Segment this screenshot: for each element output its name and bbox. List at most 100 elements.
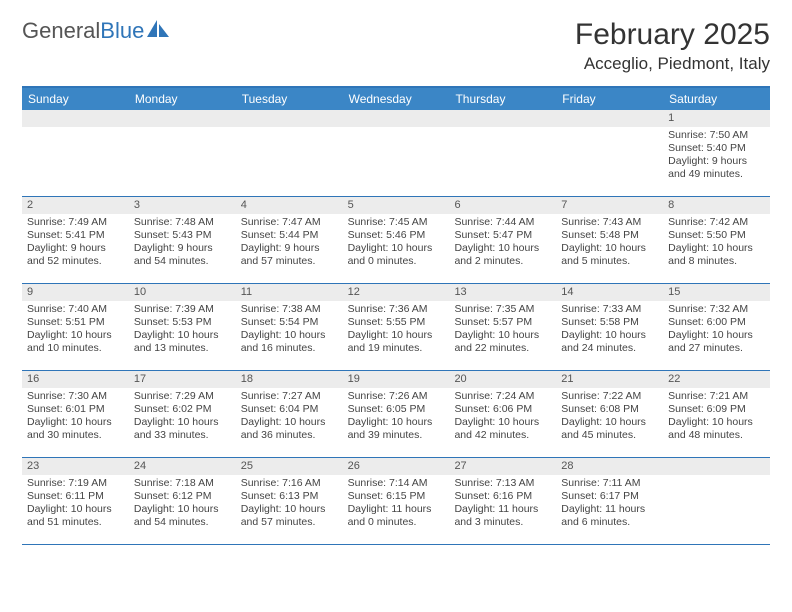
day-body: Sunrise: 7:43 AMSunset: 5:48 PMDaylight:…	[556, 214, 663, 273]
day-cell: 23Sunrise: 7:19 AMSunset: 6:11 PMDayligh…	[22, 458, 129, 544]
sunset-text: Sunset: 6:06 PM	[454, 403, 551, 416]
day-number: 16	[22, 371, 129, 388]
sunset-text: Sunset: 6:13 PM	[241, 490, 338, 503]
sunrise-text: Sunrise: 7:40 AM	[27, 303, 124, 316]
day-body: Sunrise: 7:16 AMSunset: 6:13 PMDaylight:…	[236, 475, 343, 534]
day-body: Sunrise: 7:40 AMSunset: 5:51 PMDaylight:…	[22, 301, 129, 360]
sunset-text: Sunset: 5:55 PM	[348, 316, 445, 329]
day-cell: 27Sunrise: 7:13 AMSunset: 6:16 PMDayligh…	[449, 458, 556, 544]
day-number: 24	[129, 458, 236, 475]
sunrise-text: Sunrise: 7:22 AM	[561, 390, 658, 403]
sunrise-text: Sunrise: 7:48 AM	[134, 216, 231, 229]
logo-text-blue: Blue	[100, 18, 144, 44]
day-cell: 19Sunrise: 7:26 AMSunset: 6:05 PMDayligh…	[343, 371, 450, 457]
day-cell	[663, 458, 770, 544]
day-body: Sunrise: 7:44 AMSunset: 5:47 PMDaylight:…	[449, 214, 556, 273]
daylight-text: Daylight: 9 hours and 49 minutes.	[668, 155, 765, 181]
week-row: 23Sunrise: 7:19 AMSunset: 6:11 PMDayligh…	[22, 458, 770, 545]
day-body: Sunrise: 7:35 AMSunset: 5:57 PMDaylight:…	[449, 301, 556, 360]
sunrise-text: Sunrise: 7:19 AM	[27, 477, 124, 490]
day-body: Sunrise: 7:42 AMSunset: 5:50 PMDaylight:…	[663, 214, 770, 273]
sunrise-text: Sunrise: 7:24 AM	[454, 390, 551, 403]
sunset-text: Sunset: 6:15 PM	[348, 490, 445, 503]
day-cell: 17Sunrise: 7:29 AMSunset: 6:02 PMDayligh…	[129, 371, 236, 457]
sunset-text: Sunset: 5:47 PM	[454, 229, 551, 242]
day-number: 26	[343, 458, 450, 475]
sunrise-text: Sunrise: 7:11 AM	[561, 477, 658, 490]
day-cell: 6Sunrise: 7:44 AMSunset: 5:47 PMDaylight…	[449, 197, 556, 283]
sunset-text: Sunset: 5:46 PM	[348, 229, 445, 242]
daylight-text: Daylight: 10 hours and 51 minutes.	[27, 503, 124, 529]
day-body: Sunrise: 7:38 AMSunset: 5:54 PMDaylight:…	[236, 301, 343, 360]
sunrise-text: Sunrise: 7:30 AM	[27, 390, 124, 403]
sunrise-text: Sunrise: 7:36 AM	[348, 303, 445, 316]
day-number: 22	[663, 371, 770, 388]
daylight-text: Daylight: 10 hours and 8 minutes.	[668, 242, 765, 268]
sunset-text: Sunset: 5:41 PM	[27, 229, 124, 242]
day-number: 6	[449, 197, 556, 214]
day-body: Sunrise: 7:33 AMSunset: 5:58 PMDaylight:…	[556, 301, 663, 360]
day-number: 27	[449, 458, 556, 475]
day-number: 3	[129, 197, 236, 214]
day-cell: 21Sunrise: 7:22 AMSunset: 6:08 PMDayligh…	[556, 371, 663, 457]
daylight-text: Daylight: 10 hours and 22 minutes.	[454, 329, 551, 355]
sunrise-text: Sunrise: 7:45 AM	[348, 216, 445, 229]
day-body: Sunrise: 7:27 AMSunset: 6:04 PMDaylight:…	[236, 388, 343, 447]
day-cell: 24Sunrise: 7:18 AMSunset: 6:12 PMDayligh…	[129, 458, 236, 544]
day-body: Sunrise: 7:21 AMSunset: 6:09 PMDaylight:…	[663, 388, 770, 447]
sunset-text: Sunset: 6:04 PM	[241, 403, 338, 416]
sunset-text: Sunset: 6:05 PM	[348, 403, 445, 416]
day-number: 28	[556, 458, 663, 475]
day-body: Sunrise: 7:39 AMSunset: 5:53 PMDaylight:…	[129, 301, 236, 360]
day-cell: 7Sunrise: 7:43 AMSunset: 5:48 PMDaylight…	[556, 197, 663, 283]
day-cell: 25Sunrise: 7:16 AMSunset: 6:13 PMDayligh…	[236, 458, 343, 544]
day-body: Sunrise: 7:11 AMSunset: 6:17 PMDaylight:…	[556, 475, 663, 534]
sail-icon	[147, 18, 169, 44]
daylight-text: Daylight: 10 hours and 39 minutes.	[348, 416, 445, 442]
sunset-text: Sunset: 6:08 PM	[561, 403, 658, 416]
day-number: 11	[236, 284, 343, 301]
sunset-text: Sunset: 5:48 PM	[561, 229, 658, 242]
sunrise-text: Sunrise: 7:50 AM	[668, 129, 765, 142]
day-body: Sunrise: 7:22 AMSunset: 6:08 PMDaylight:…	[556, 388, 663, 447]
daylight-text: Daylight: 10 hours and 16 minutes.	[241, 329, 338, 355]
day-number: 5	[343, 197, 450, 214]
daylight-text: Daylight: 10 hours and 2 minutes.	[454, 242, 551, 268]
sunrise-text: Sunrise: 7:49 AM	[27, 216, 124, 229]
daylight-text: Daylight: 10 hours and 13 minutes.	[134, 329, 231, 355]
sunset-text: Sunset: 6:02 PM	[134, 403, 231, 416]
sunset-text: Sunset: 5:54 PM	[241, 316, 338, 329]
day-cell: 5Sunrise: 7:45 AMSunset: 5:46 PMDaylight…	[343, 197, 450, 283]
day-body	[663, 475, 770, 481]
day-cell: 14Sunrise: 7:33 AMSunset: 5:58 PMDayligh…	[556, 284, 663, 370]
day-cell: 12Sunrise: 7:36 AMSunset: 5:55 PMDayligh…	[343, 284, 450, 370]
weekday-sun: Sunday	[22, 88, 129, 110]
daylight-text: Daylight: 10 hours and 57 minutes.	[241, 503, 338, 529]
day-number: 4	[236, 197, 343, 214]
day-number	[663, 458, 770, 475]
daylight-text: Daylight: 10 hours and 10 minutes.	[27, 329, 124, 355]
day-cell: 3Sunrise: 7:48 AMSunset: 5:43 PMDaylight…	[129, 197, 236, 283]
day-number: 23	[22, 458, 129, 475]
sunrise-text: Sunrise: 7:33 AM	[561, 303, 658, 316]
day-body: Sunrise: 7:18 AMSunset: 6:12 PMDaylight:…	[129, 475, 236, 534]
day-body: Sunrise: 7:36 AMSunset: 5:55 PMDaylight:…	[343, 301, 450, 360]
month-title: February 2025	[575, 18, 770, 52]
location: Acceglio, Piedmont, Italy	[575, 54, 770, 74]
day-number: 19	[343, 371, 450, 388]
day-number: 7	[556, 197, 663, 214]
sunset-text: Sunset: 5:50 PM	[668, 229, 765, 242]
day-cell	[343, 110, 450, 196]
daylight-text: Daylight: 10 hours and 5 minutes.	[561, 242, 658, 268]
day-number: 21	[556, 371, 663, 388]
day-cell: 2Sunrise: 7:49 AMSunset: 5:41 PMDaylight…	[22, 197, 129, 283]
daylight-text: Daylight: 10 hours and 54 minutes.	[134, 503, 231, 529]
day-cell: 22Sunrise: 7:21 AMSunset: 6:09 PMDayligh…	[663, 371, 770, 457]
weekday-thu: Thursday	[449, 88, 556, 110]
week-row: 16Sunrise: 7:30 AMSunset: 6:01 PMDayligh…	[22, 371, 770, 458]
day-number: 17	[129, 371, 236, 388]
week-row: 2Sunrise: 7:49 AMSunset: 5:41 PMDaylight…	[22, 197, 770, 284]
day-body: Sunrise: 7:50 AMSunset: 5:40 PMDaylight:…	[663, 127, 770, 186]
day-cell: 16Sunrise: 7:30 AMSunset: 6:01 PMDayligh…	[22, 371, 129, 457]
day-cell: 20Sunrise: 7:24 AMSunset: 6:06 PMDayligh…	[449, 371, 556, 457]
